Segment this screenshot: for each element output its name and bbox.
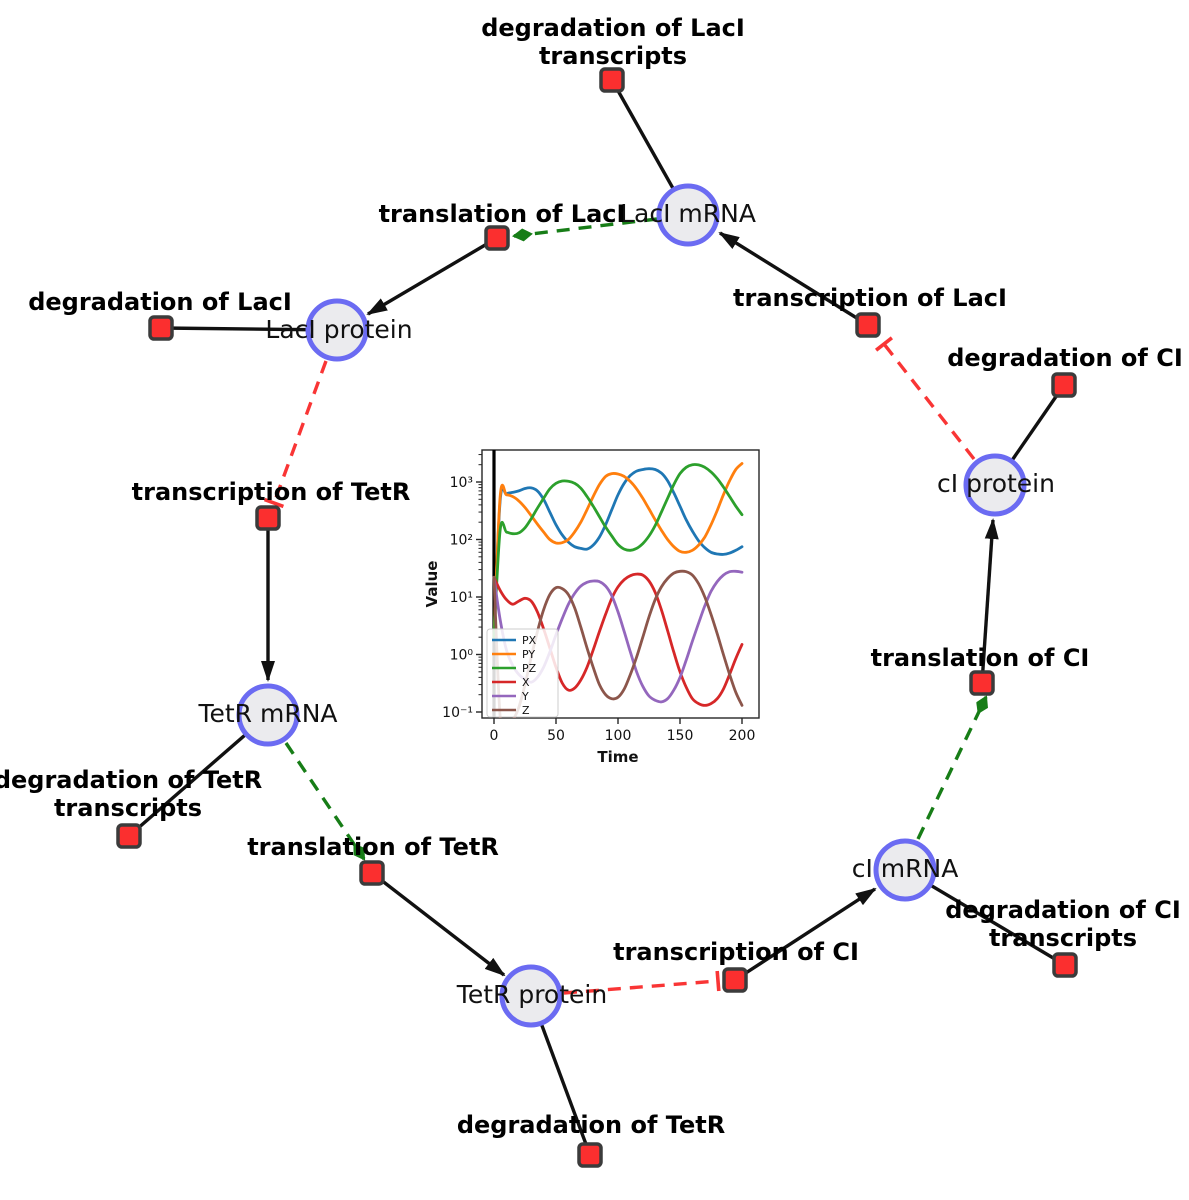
x-axis-label: Time <box>597 748 638 766</box>
x-tick-label: 50 <box>547 728 565 744</box>
y-tick-label: 10⁰ <box>450 648 474 664</box>
transcription-tetr-square[interactable] <box>255 505 281 531</box>
series-PZ <box>492 463 744 639</box>
edge-lacimrna-activates-translation <box>512 217 658 242</box>
transcription-laci-square[interactable] <box>855 312 881 338</box>
y-axis-label: Value <box>423 561 441 608</box>
legend-label-X: X <box>522 676 530 689</box>
edge-transcription-ci-to-mrna <box>734 887 877 982</box>
translation-tetr-label: translation of TetR <box>247 833 499 861</box>
x-tick-label: 150 <box>667 728 694 744</box>
reaction-degradation-laci[interactable]: degradation of LacI <box>28 288 292 341</box>
legend-label-PX: PX <box>522 634 537 647</box>
degradation-laci-transcripts-label-2: transcripts <box>539 42 687 70</box>
degradation-ci-transcripts-label-2: transcripts <box>989 924 1137 952</box>
inhibition-tee-tetr <box>263 497 285 509</box>
translation-laci-square[interactable] <box>484 225 510 251</box>
reaction-degradation-ci-transcripts[interactable]: degradation of CI transcripts <box>945 896 1181 978</box>
transcription-tetr-label: transcription of TetR <box>132 478 411 506</box>
inhibition-tee-laci <box>874 336 894 352</box>
species-ci-protein[interactable]: cI protein <box>937 453 1055 517</box>
ci-mrna-circle[interactable] <box>873 838 937 902</box>
reaction-degradation-tetr[interactable]: degradation of TetR <box>457 1111 725 1168</box>
degradation-ci-square[interactable] <box>1051 372 1077 398</box>
species-tetr-protein[interactable]: TetR protein <box>456 964 607 1028</box>
translation-laci-label: translation of LacI <box>379 200 626 228</box>
x-tick-label: 200 <box>729 728 756 744</box>
ci-protein-circle[interactable] <box>963 453 1027 517</box>
translation-tetr-square[interactable] <box>359 860 385 886</box>
edge-cimrna-activates-translation <box>916 695 988 840</box>
edge-tetrmrna-activates-translation <box>284 742 366 861</box>
degradation-laci-transcripts-label-1: degradation of LacI <box>481 14 745 42</box>
laci-mrna-circle[interactable] <box>656 183 720 247</box>
reaction-translation-laci[interactable]: translation of LacI <box>379 200 626 251</box>
x-tick-label: 0 <box>490 728 499 744</box>
x-tick-label: 100 <box>605 728 632 744</box>
reactions-layer: degradation of LacI transcripts translat… <box>0 14 1183 1168</box>
reaction-translation-ci[interactable]: translation of CI <box>871 644 1090 696</box>
tetr-mrna-circle[interactable] <box>236 683 300 747</box>
transcription-laci-label: transcription of LacI <box>733 284 1007 312</box>
edge-transcription-laci-to-mrna <box>718 231 869 327</box>
reaction-transcription-tetr[interactable]: transcription of TetR <box>132 478 411 531</box>
reaction-translation-tetr[interactable]: translation of TetR <box>247 833 499 886</box>
inhibition-tee-ci <box>715 970 721 992</box>
reaction-degradation-laci-transcripts[interactable]: degradation of LacI transcripts <box>481 14 745 93</box>
y-tick-label: 10¹ <box>450 590 473 606</box>
edges-layer <box>127 79 1066 1156</box>
degradation-laci-label: degradation of LacI <box>28 288 292 316</box>
legend-label-Z: Z <box>522 704 530 717</box>
degradation-laci-transcripts-square[interactable] <box>599 67 625 93</box>
laci-mrna-label: LacI mRNA <box>620 199 756 228</box>
species-ci-mrna[interactable]: cI mRNA <box>852 838 959 902</box>
edge-translation-tetr-to-protein <box>370 871 506 977</box>
y-tick-label: 10⁻¹ <box>442 705 473 721</box>
legend-label-Y: Y <box>521 690 529 703</box>
y-tick-label: 10² <box>450 533 473 549</box>
degradation-ci-label: degradation of CI <box>947 344 1183 372</box>
laci-protein-circle[interactable] <box>305 298 369 362</box>
edge-laciprotein-inhibits-transcription-tetr <box>272 360 328 504</box>
species-laci-mrna[interactable]: LacI mRNA <box>620 183 756 247</box>
ci-protein-label: cI protein <box>937 469 1055 498</box>
edge-translation-laci-to-protein <box>366 236 498 316</box>
reaction-transcription-laci[interactable]: transcription of LacI <box>733 284 1007 338</box>
tetr-mrna-label: TetR mRNA <box>197 699 337 728</box>
edge-tetrprotein-inhibits-transcription-ci <box>563 979 719 995</box>
degradation-tetr-transcripts-label-1: degradation of TetR <box>0 766 262 794</box>
degradation-ci-transcripts-square[interactable] <box>1052 952 1078 978</box>
degradation-tetr-square[interactable] <box>577 1142 603 1168</box>
edge-translation-ci-to-protein <box>980 518 999 684</box>
ci-mrna-label: cI mRNA <box>852 854 959 883</box>
laci-protein-label: LacI protein <box>265 315 412 344</box>
reaction-degradation-tetr-transcripts[interactable]: degradation of TetR transcripts <box>0 766 262 849</box>
degradation-tetr-transcripts-label-2: transcripts <box>54 794 202 822</box>
transcription-ci-label: transcription of CI <box>613 938 859 966</box>
y-tick-label: 10³ <box>450 475 473 491</box>
species-laci-protein[interactable]: LacI protein <box>265 298 413 362</box>
translation-ci-square[interactable] <box>969 670 995 696</box>
simulation-plot: 0 50 100 150 20010⁻¹10⁰10¹10²10³TimeValuePXP… <box>423 449 760 766</box>
reaction-degradation-ci[interactable]: degradation of CI <box>947 344 1183 398</box>
legend-label-PZ: PZ <box>522 662 537 675</box>
edge-ciprotein-inhibits-transcription-laci <box>882 342 976 461</box>
transcription-ci-square[interactable] <box>722 967 748 993</box>
tetr-protein-circle[interactable] <box>499 964 563 1028</box>
degradation-tetr-label: degradation of TetR <box>457 1111 725 1139</box>
reaction-transcription-ci[interactable]: transcription of CI <box>613 938 859 993</box>
species-layer: LacI mRNA LacI protein TetR mRNA TetR pr… <box>197 183 1055 1028</box>
degradation-tetr-transcripts-square[interactable] <box>116 823 142 849</box>
series-X <box>492 572 744 707</box>
degradation-laci-square[interactable] <box>148 315 174 341</box>
species-tetr-mrna[interactable]: TetR mRNA <box>197 683 338 747</box>
legend-label-PY: PY <box>522 648 535 661</box>
degradation-ci-transcripts-label-1: degradation of CI <box>945 896 1181 924</box>
tetr-protein-label: TetR protein <box>456 980 607 1009</box>
translation-ci-label: translation of CI <box>871 644 1090 672</box>
